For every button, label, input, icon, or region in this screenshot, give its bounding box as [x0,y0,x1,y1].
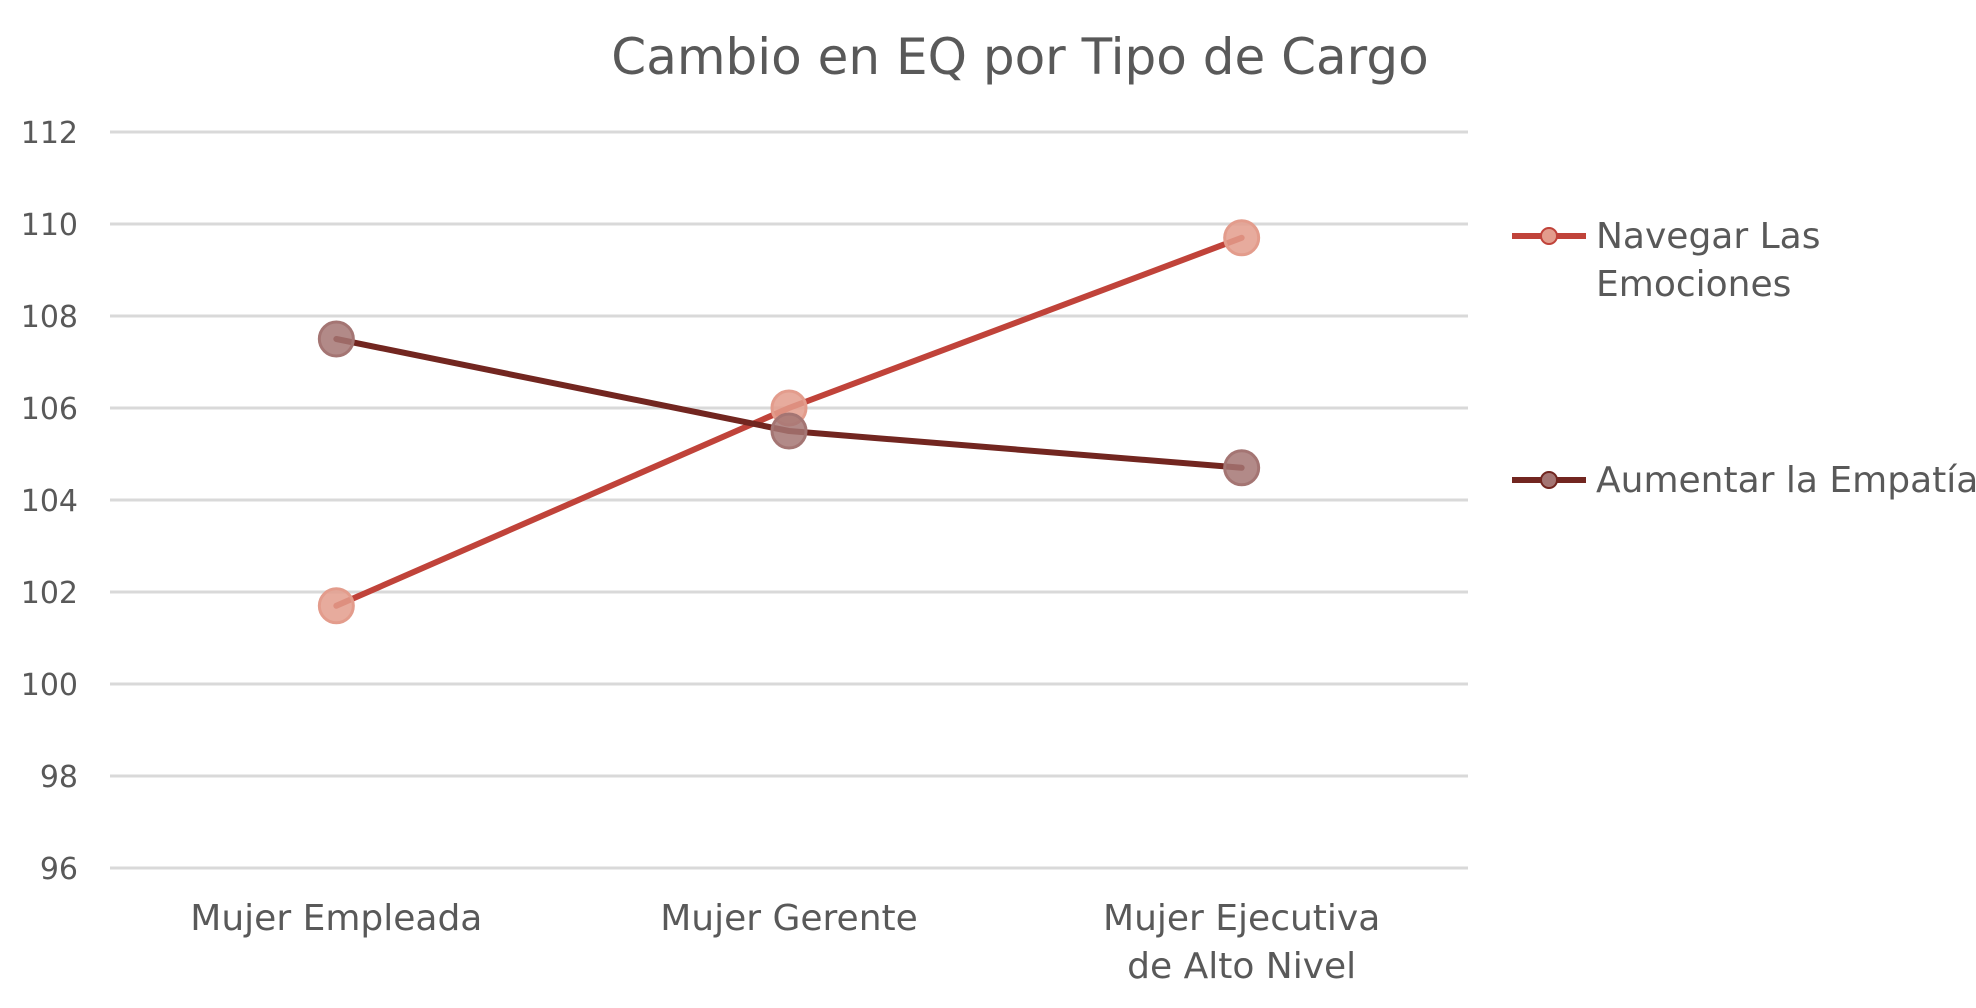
grid [110,130,1468,870]
data-point [770,412,808,450]
legend-marker [1540,471,1558,489]
y-tick-label: 96 [40,852,78,887]
legend-item: Navegar Las Emociones [1512,216,1820,305]
x-tick-label: Mujer Empleada [190,898,482,939]
legend: Navegar Las Emociones Aumentar la Empatía [1512,216,1976,501]
legend-marker [1540,227,1558,245]
x-tick-label: de Alto Nivel [1127,946,1356,987]
x-tick-label: Mujer Gerente [660,898,918,939]
data-point [1223,219,1261,257]
data-point [317,320,355,358]
y-tick-label: 108 [21,300,78,335]
x-axis-tick-labels: Mujer Empleada Mujer Gerente Mujer Ejecuti… [190,898,1380,987]
y-tick-label: 110 [21,208,78,243]
legend-label: Aumentar la Empatía [1596,460,1976,501]
y-tick-label: 102 [21,576,78,611]
legend-label: Navegar Las [1596,216,1820,257]
y-tick-label: 98 [40,760,78,795]
y-axis-tick-labels: 96 98 100 102 104 106 108 110 112 [21,116,78,887]
data-point [1223,449,1261,487]
chart-title: Cambio en EQ por Tipo de Cargo [611,28,1428,86]
y-tick-label: 104 [21,484,78,519]
y-tick-label: 106 [21,392,78,427]
data-point [317,587,355,625]
y-tick-label: 100 [21,668,78,703]
x-tick-label: Mujer Ejecutiva [1103,898,1380,939]
y-tick-label: 112 [21,116,78,151]
legend-label: Emociones [1596,264,1791,305]
series-points [317,219,1261,625]
legend-item: Aumentar la Empatía [1512,460,1976,501]
